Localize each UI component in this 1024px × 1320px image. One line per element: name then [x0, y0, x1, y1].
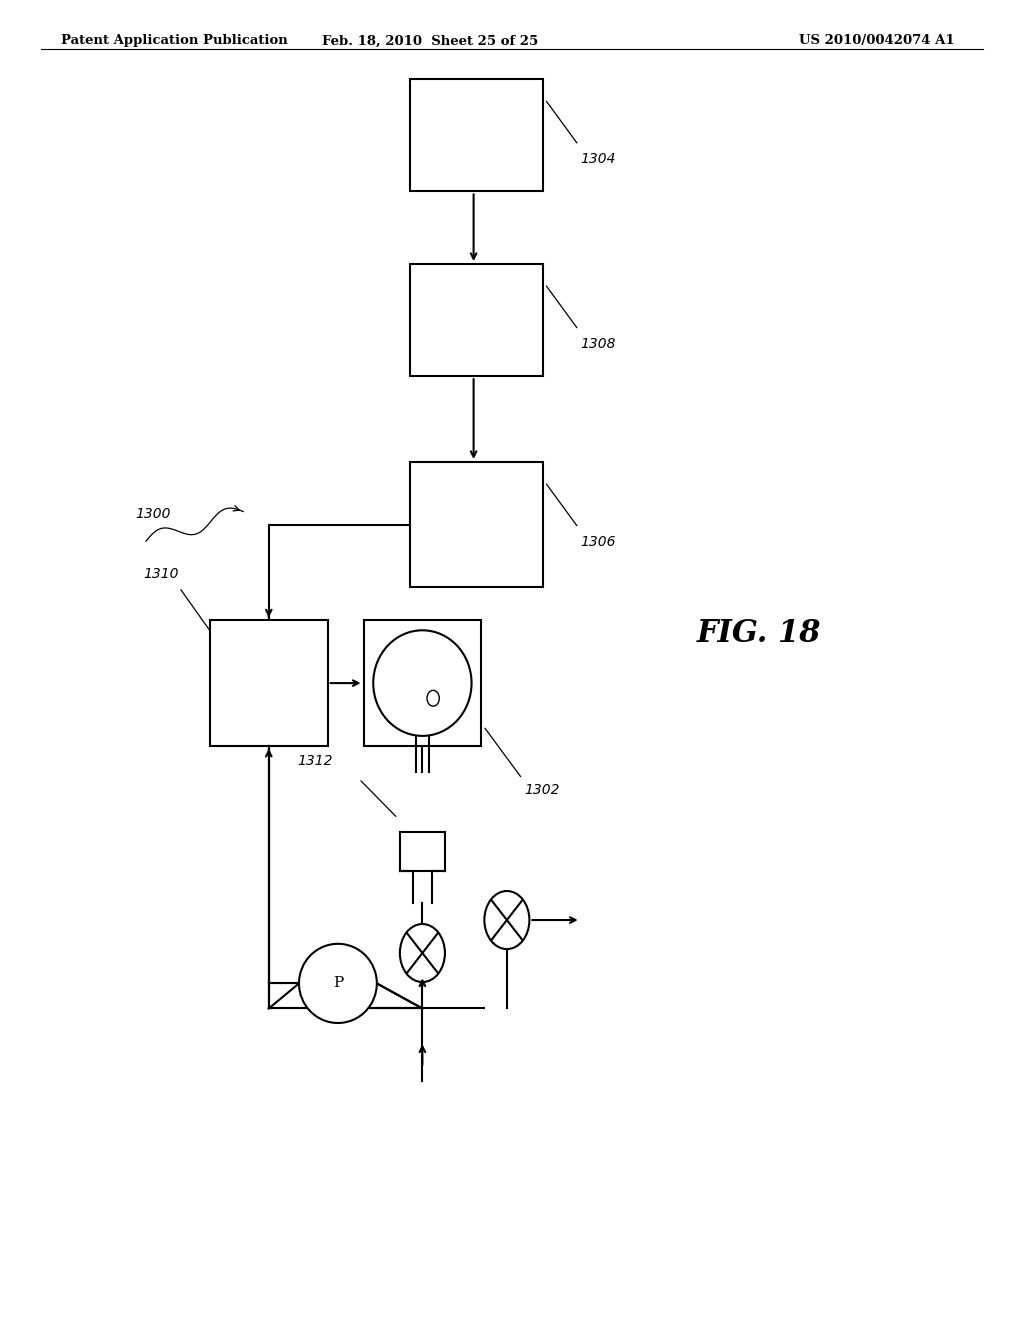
- Text: 1308: 1308: [581, 337, 616, 351]
- Ellipse shape: [373, 631, 471, 737]
- Bar: [410, 79, 543, 191]
- Circle shape: [399, 924, 444, 982]
- Ellipse shape: [299, 944, 377, 1023]
- Text: 1306: 1306: [581, 535, 616, 549]
- Text: 1310: 1310: [143, 566, 179, 581]
- Text: Patent Application Publication: Patent Application Publication: [61, 34, 288, 48]
- Circle shape: [484, 891, 529, 949]
- Bar: [364, 620, 481, 746]
- Text: 1304: 1304: [581, 152, 616, 166]
- Text: P: P: [333, 977, 343, 990]
- Bar: [410, 264, 543, 376]
- Text: 1300: 1300: [135, 507, 171, 521]
- Circle shape: [427, 690, 439, 706]
- Text: 1312: 1312: [297, 754, 333, 768]
- Bar: [410, 462, 543, 587]
- Text: 1302: 1302: [524, 783, 560, 797]
- Text: US 2010/0042074 A1: US 2010/0042074 A1: [799, 34, 954, 48]
- Text: FIG. 18: FIG. 18: [696, 618, 821, 649]
- Text: Feb. 18, 2010  Sheet 25 of 25: Feb. 18, 2010 Sheet 25 of 25: [322, 34, 539, 48]
- Bar: [210, 620, 328, 746]
